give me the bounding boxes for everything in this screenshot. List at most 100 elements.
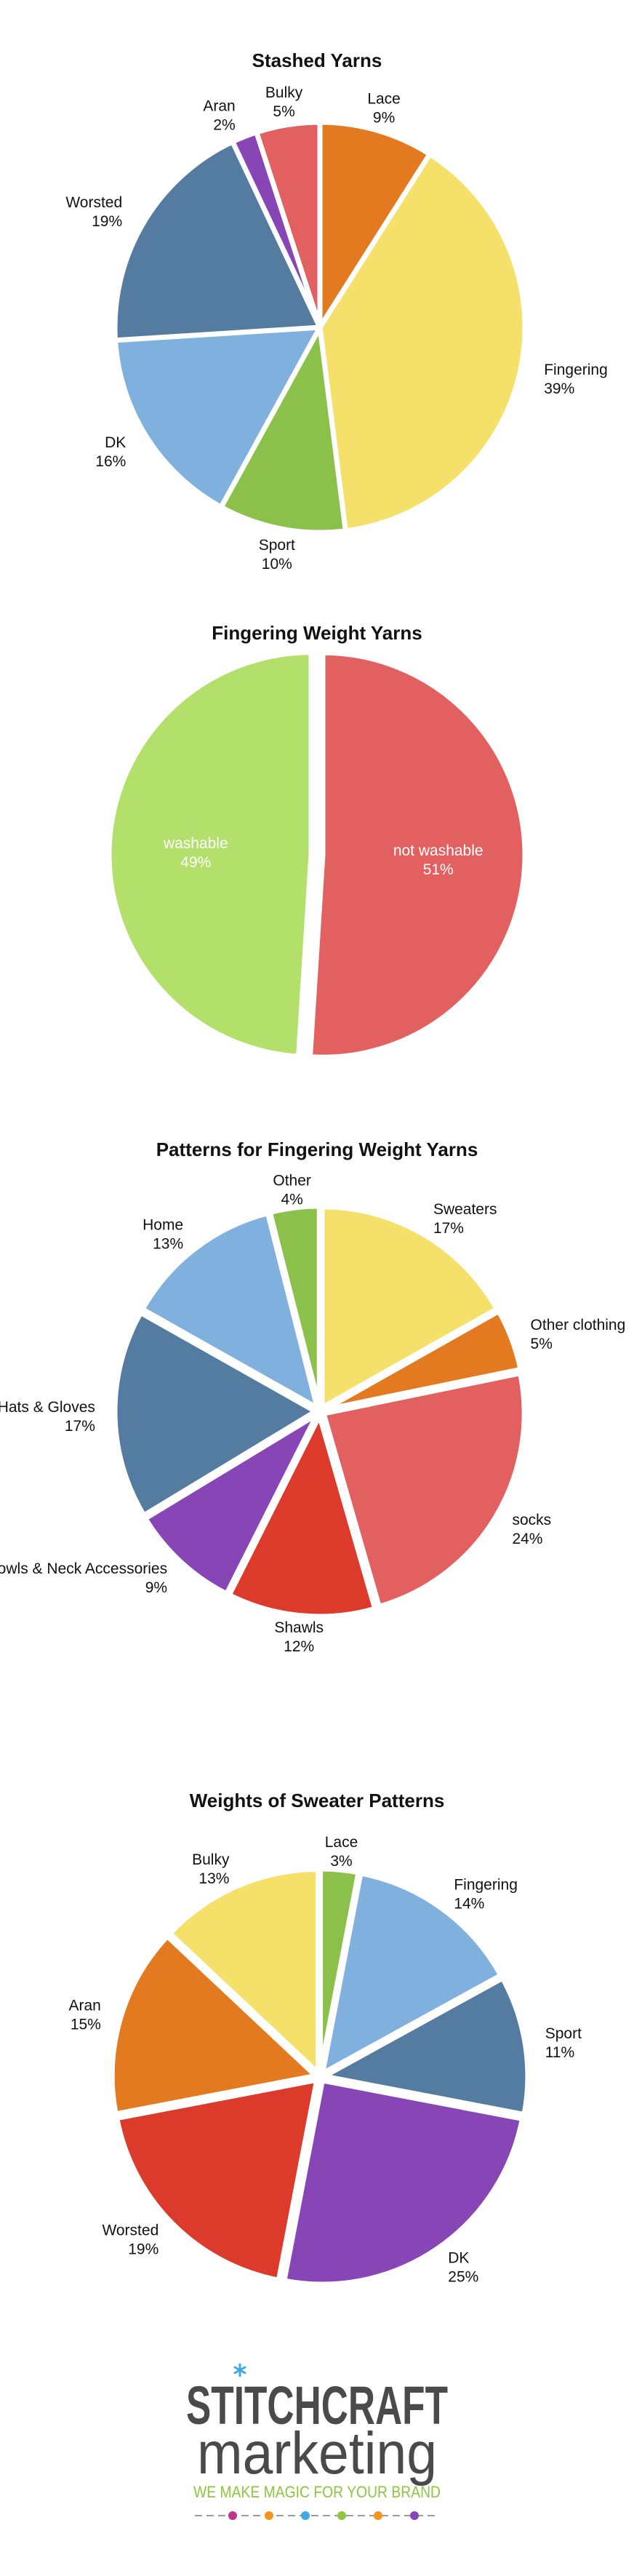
slice-percent: 13%	[153, 1236, 183, 1253]
chart-title: Weights of Sweater Patterns	[189, 1790, 445, 1811]
slice-name: Lace	[325, 1834, 358, 1851]
slice-label: not washable 51%	[393, 842, 483, 878]
slice-percent: 9%	[145, 1579, 167, 1596]
slice-label: washable 49%	[163, 835, 228, 871]
pie-slice-washable	[106, 650, 314, 1059]
pie-slice-not-washable	[308, 650, 528, 1060]
slice-percent: 17%	[65, 1418, 95, 1435]
slice-percent: 17%	[433, 1220, 464, 1237]
slice-label: DK 16%	[95, 434, 126, 470]
slice-label: Worsted 19%	[102, 2222, 158, 2258]
pie-slice-worsted	[112, 139, 323, 343]
slice-label: Aran 2%	[203, 97, 235, 133]
slice-percent: 11%	[545, 2044, 574, 2061]
slice-name: Hats & Gloves	[0, 1399, 95, 1416]
slice-percent: 4%	[281, 1191, 302, 1208]
slice-label: Cowls & Neck Accessories 9%	[0, 1560, 167, 1596]
slice-label: Bulky 13%	[192, 1851, 230, 1887]
pie-slice-other-clothing	[321, 1308, 523, 1413]
slice-name: not washable	[393, 842, 483, 859]
slice-percent: 15%	[71, 2017, 101, 2033]
pie-slice-fingering	[317, 151, 528, 534]
slice-name: Worsted	[65, 194, 122, 211]
stitch-line-decoration	[195, 2511, 439, 2520]
slice-label: Lace 9%	[367, 91, 401, 127]
pie-slice-sport	[218, 324, 348, 535]
slice-percent: 51%	[423, 861, 454, 878]
slice-percent: 5%	[273, 103, 294, 120]
slice-label: Fingering 39%	[544, 362, 608, 397]
slice-label: Hats & Gloves 17%	[0, 1399, 95, 1435]
slice-percent: 14%	[454, 1895, 484, 1912]
slice-label: Fingering 14%	[454, 1876, 518, 1912]
pie-slice-aran	[109, 1934, 318, 2117]
slice-name: Other clothing	[531, 1317, 626, 1333]
slice-name: socks	[512, 1512, 551, 1528]
pie-slice-home	[140, 1211, 320, 1411]
slice-percent: 25%	[448, 2268, 478, 2285]
pie-slice-bulky	[254, 119, 323, 330]
pie-chart: Lace 9% Fingering 39% Sport 10% DK 16% Worsted 19…	[65, 84, 608, 573]
slice-label: Worsted 19%	[65, 194, 122, 230]
stitchcraft-logo: STITCHCRAFT marketing WE MAKE MAGIC FOR …	[186, 2364, 448, 2520]
slice-label: Sweaters 17%	[433, 1201, 497, 1237]
slice-percent: 16%	[95, 453, 126, 470]
slice-label: Aran 15%	[68, 1998, 100, 2033]
slice-name: DK	[448, 2249, 469, 2266]
slice-percent: 19%	[92, 213, 122, 230]
pie-slice-socks	[321, 1371, 527, 1609]
slice-percent: 9%	[373, 110, 395, 127]
slice-label: Sport 10%	[259, 537, 295, 573]
slice-percent: 5%	[531, 1336, 553, 1352]
slice-percent: 2%	[213, 116, 235, 133]
logo-tagline: WE MAKE MAGIC FOR YOUR BRAND	[193, 2483, 441, 2501]
pie-slice-bulky	[167, 1866, 321, 2075]
pie-slice-dk	[113, 324, 323, 510]
slice-label: Other 4%	[273, 1172, 311, 1208]
slice-name: Fingering	[544, 362, 608, 378]
chart-title: Stashed Yarns	[252, 49, 382, 71]
slice-name: Other	[273, 1172, 311, 1189]
slice-name: Shawls	[274, 1619, 324, 1636]
pie-chart: Lace 3% Fingering 14% Sport 11% DK 25% Worsted 19…	[68, 1833, 582, 2287]
pie-slice-other	[267, 1203, 322, 1410]
slice-percent: 39%	[544, 380, 574, 397]
pie-chart: Sweaters 17% Other clothing 5% socks 24% Shawl…	[0, 1172, 626, 1655]
slice-name: Aran	[68, 1998, 100, 2014]
slice-name: DK	[105, 434, 126, 451]
pie-slice-sweaters	[319, 1204, 499, 1411]
slice-label: Other clothing 5%	[531, 1317, 626, 1352]
slice-name: Bulky	[192, 1851, 230, 1868]
chart-title: Patterns for Fingering Weight Yarns	[156, 1139, 478, 1160]
slice-label: Bulky 5%	[265, 84, 303, 120]
chart-title: Fingering Weight Yarns	[212, 622, 422, 644]
slice-name: Aran	[203, 97, 235, 114]
slice-percent: 13%	[198, 1870, 229, 1887]
slice-label: Shawls 12%	[274, 1619, 324, 1655]
pie-slice-cowls-neck-accessories	[143, 1411, 320, 1597]
asterisk-icon	[233, 2364, 246, 2377]
slice-name: Bulky	[265, 84, 303, 101]
slice-name: Cowls & Neck Accessories	[0, 1560, 167, 1577]
pie-slice-sport	[321, 1975, 531, 2118]
slice-percent: 12%	[284, 1638, 314, 1655]
pie-slice-dk	[281, 2078, 525, 2287]
slice-percent: 10%	[262, 556, 292, 573]
slice-name: Sport	[545, 2025, 582, 2042]
slice-label: Lace 3%	[325, 1834, 358, 1870]
slice-name: Fingering	[454, 1876, 518, 1893]
slice-percent: 19%	[128, 2241, 158, 2258]
pie-slice-worsted	[114, 2077, 320, 2283]
slice-label: Home 13%	[143, 1217, 183, 1253]
slice-label: Sport 11%	[545, 2025, 582, 2061]
pie-slice-shawls	[226, 1413, 378, 1619]
slice-name: washable	[163, 835, 228, 852]
pie-slice-fingering	[320, 1870, 504, 2076]
slice-percent: 49%	[180, 854, 211, 871]
pie-chart: not washable 51% washable 49%	[106, 650, 528, 1060]
logo-line2: marketing	[197, 2420, 437, 2487]
slice-name: Sweaters	[433, 1201, 497, 1218]
slice-percent: 3%	[330, 1853, 352, 1870]
slice-label: DK 25%	[448, 2249, 478, 2285]
slice-percent: 24%	[512, 1531, 542, 1547]
